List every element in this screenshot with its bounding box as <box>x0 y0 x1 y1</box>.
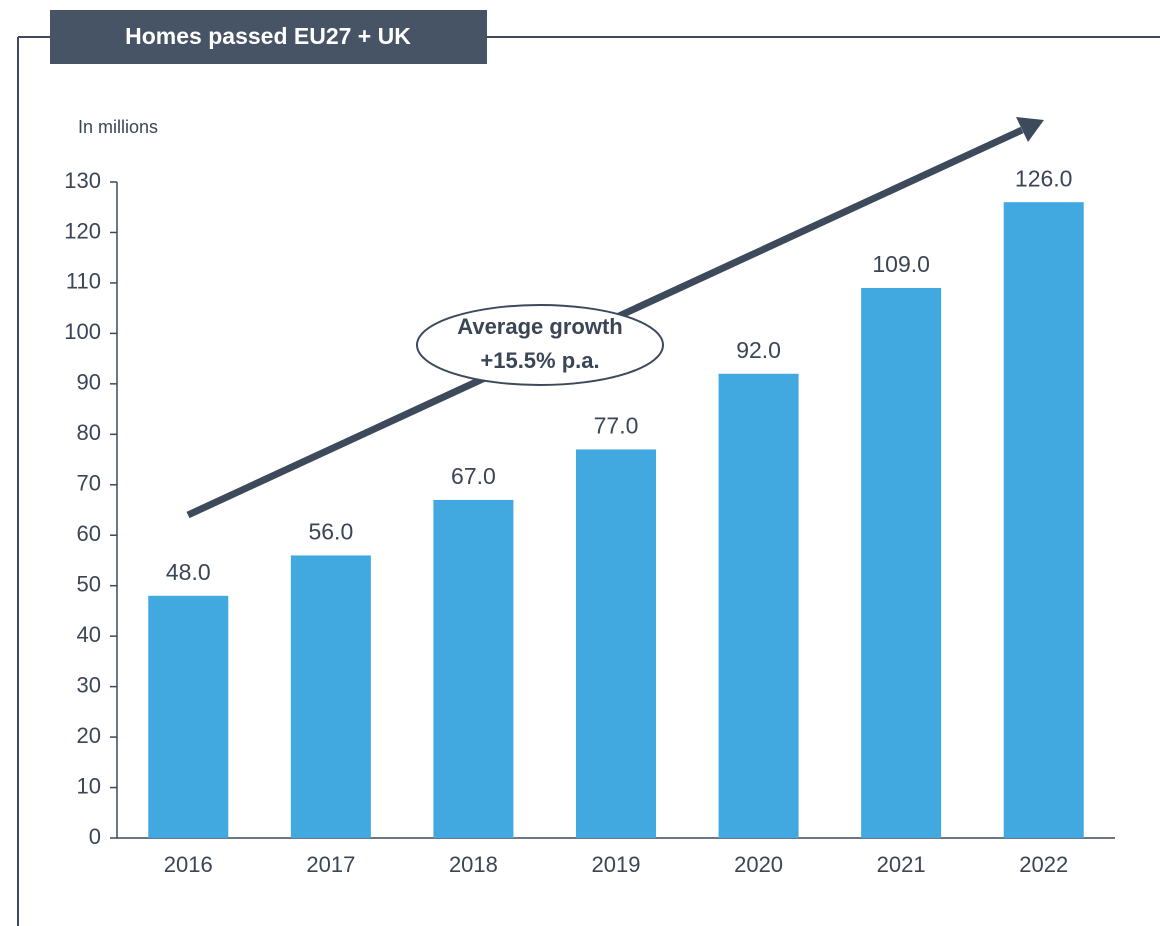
value-label: 92.0 <box>736 337 781 363</box>
y-tick-label: 60 <box>77 521 101 546</box>
annotation-ellipse <box>416 304 664 386</box>
y-tick-label: 0 <box>89 824 101 849</box>
y-tick-label: 40 <box>77 622 101 647</box>
y-tick-label: 50 <box>77 572 101 597</box>
x-tick-label: 2016 <box>164 852 213 877</box>
value-label: 126.0 <box>1015 165 1073 191</box>
x-tick-label: 2018 <box>449 852 498 877</box>
y-tick-label: 70 <box>77 471 101 496</box>
bar <box>148 595 229 838</box>
bar <box>861 287 942 838</box>
y-tick-label: 20 <box>77 723 101 748</box>
annotation: Average growth +15.5% p.a. <box>186 117 1044 519</box>
y-tick-label: 130 <box>64 168 101 193</box>
title-box <box>50 10 487 64</box>
y-tick-label: 80 <box>77 420 101 445</box>
bar <box>1003 202 1084 838</box>
arrow-head <box>1016 117 1044 142</box>
value-label: 48.0 <box>166 559 211 585</box>
y-tick-label: 120 <box>64 218 101 243</box>
bar <box>290 555 371 838</box>
annotation-text: Average growth <box>457 314 622 339</box>
value-label: 77.0 <box>594 413 639 439</box>
value-label: 109.0 <box>872 251 930 277</box>
value-label: 56.0 <box>308 518 353 544</box>
bar <box>718 373 799 838</box>
y-tick-label: 110 <box>66 269 101 294</box>
y-tick-label: 100 <box>64 319 101 344</box>
y-tick-label: 10 <box>77 773 101 798</box>
y-tick-label: 30 <box>77 672 101 697</box>
annotation-text: +15.5% p.a. <box>480 348 599 373</box>
x-tick-label: 2017 <box>306 852 355 877</box>
x-tick-label: 2019 <box>592 852 641 877</box>
x-tick-label: 2021 <box>877 852 926 877</box>
chart-title: Homes passed EU27 + UK <box>125 23 411 49</box>
x-tick-label: 2020 <box>734 852 783 877</box>
plot: 0 10 20 30 40 50 60 70 80 90 100 110 120 130 2016 48.0 2… <box>64 165 1115 877</box>
bar <box>576 449 656 838</box>
y-axis-label: In millions <box>78 117 158 137</box>
y-tick-label: 90 <box>77 370 101 395</box>
value-label: 67.0 <box>451 463 496 489</box>
x-tick-label: 2022 <box>1019 852 1068 877</box>
bar <box>433 499 514 838</box>
